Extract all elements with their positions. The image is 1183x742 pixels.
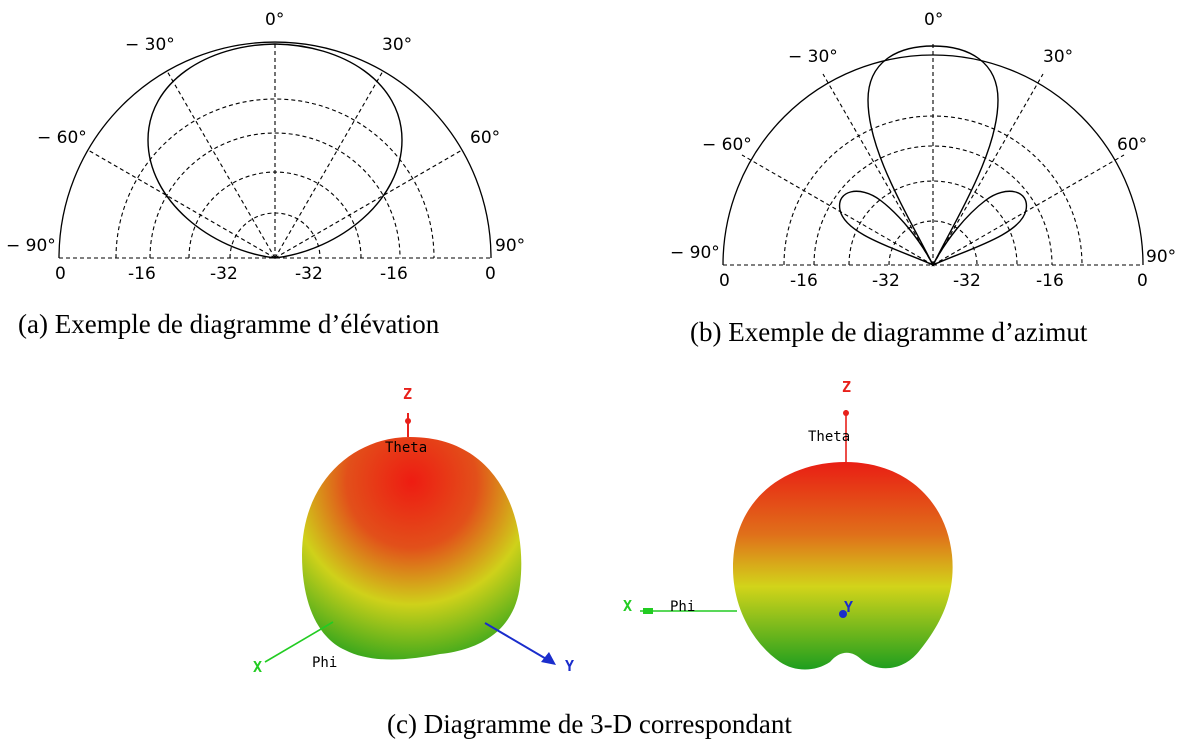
- x-axis-line-left: [264, 621, 334, 663]
- azimuth-right-side-lobe: [931, 190, 1028, 267]
- azimuth-angle-labels: 0° − 30° 30° − 60° 60° − 90° 90°: [670, 10, 1176, 267]
- lobe-3d-left: [302, 437, 522, 660]
- range-label: -16: [380, 264, 408, 284]
- azimuth-outer-circle: [722, 54, 1144, 266]
- azimuth-range-labels: 0 -16 -32 -32 -16 0: [719, 271, 1148, 291]
- angle-label-p30: 30°: [382, 35, 412, 55]
- elevation-pattern-curve: [147, 43, 403, 259]
- angle-label-p30: 30°: [1043, 47, 1073, 67]
- z-axis-label-left: Z: [403, 385, 412, 403]
- angle-label-0: 0°: [924, 10, 943, 30]
- elevation-range-labels: 0 -16 -32 -32 -16 0: [55, 264, 496, 284]
- azimuth-plot: 0° − 30° 30° − 60° 60° − 90° 90° 0 -16 -…: [670, 10, 1176, 347]
- azimuth-grid: [723, 44, 1143, 266]
- range-label: -16: [1036, 271, 1064, 291]
- elevation-caption: (a) Exemple de diagramme d’élévation: [18, 309, 440, 339]
- range-label: -32: [210, 264, 238, 284]
- angle-label-p60: 60°: [1117, 135, 1147, 155]
- range-label: -16: [128, 264, 156, 284]
- theta-label-right: Theta: [808, 429, 850, 445]
- angle-label-m30: − 30°: [125, 35, 175, 55]
- angle-label-p90: 90°: [1146, 247, 1176, 267]
- angle-label-p60: 60°: [470, 128, 500, 148]
- range-label: 0: [55, 264, 66, 284]
- range-label: -32: [953, 271, 981, 291]
- z-axis-label-right: Z: [842, 378, 851, 396]
- x-axis-label-right: X: [623, 597, 632, 615]
- azimuth-main-lobe: [867, 45, 999, 267]
- elevation-grid: [59, 42, 491, 259]
- angle-label-p90: 90°: [495, 236, 525, 256]
- range-label: 0: [485, 264, 496, 284]
- phi-label-left: Phi: [312, 655, 337, 671]
- view3d-right: Z Theta X Phi Y: [623, 378, 953, 670]
- azimuth-caption: (b) Exemple de diagramme d’azimut: [690, 317, 1088, 347]
- view3d-left: Z Theta X Phi Y: [253, 385, 574, 676]
- elevation-plot: 0° − 30° 30° − 60° 60° − 90° 90° 0 -16 -…: [6, 10, 525, 339]
- range-label: 0: [719, 271, 730, 291]
- angle-label-m90: − 90°: [670, 243, 720, 263]
- azimuth-left-side-lobe: [838, 190, 935, 267]
- x-axis-label-left: X: [253, 658, 262, 676]
- y-axis-label-left: Y: [565, 657, 574, 675]
- elevation-outer-circle: [58, 41, 492, 259]
- y-axis-label-right: Y: [844, 598, 853, 616]
- theta-label-left: Theta: [385, 440, 427, 456]
- view3d-panel: Z Theta X Phi Y Z Theta X Phi Y (c) Diag…: [253, 378, 953, 739]
- range-label: -32: [295, 264, 323, 284]
- y-axis-line-left: [484, 622, 549, 661]
- lobe-3d-right: [733, 462, 953, 670]
- angle-label-m60: − 60°: [37, 128, 87, 148]
- range-label: 0: [1137, 271, 1148, 291]
- angle-label-m60: − 60°: [702, 135, 752, 155]
- view3d-caption: (c) Diagramme de 3-D correspondant: [387, 709, 792, 739]
- elevation-angle-labels: 0° − 30° 30° − 60° 60° − 90° 90°: [6, 10, 525, 256]
- range-label: -16: [790, 271, 818, 291]
- angle-label-0: 0°: [265, 10, 284, 30]
- phi-label-right: Phi: [670, 599, 695, 615]
- range-label: -32: [872, 271, 900, 291]
- angle-label-m30: − 30°: [788, 47, 838, 67]
- angle-label-m90: − 90°: [6, 236, 56, 256]
